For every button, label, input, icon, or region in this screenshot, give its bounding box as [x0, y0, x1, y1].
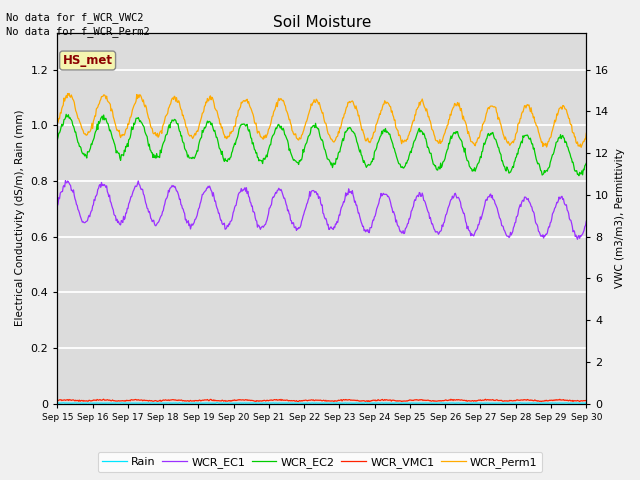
Rain [63, 400, 71, 406]
WCR_EC2 [200, 127, 207, 133]
WCR_EC1 [582, 218, 590, 224]
Rain [403, 400, 411, 406]
WCR_VMC1 [54, 397, 61, 403]
WCR_EC2 [118, 152, 126, 157]
WCR_Perm1 [387, 104, 394, 109]
Text: No data for f_WCR_Perm2: No data for f_WCR_Perm2 [6, 26, 150, 37]
WCR_EC1 [118, 218, 126, 224]
Rain [200, 400, 207, 406]
WCR_VMC1 [252, 399, 260, 405]
WCR_EC2 [64, 114, 72, 120]
Y-axis label: VWC (m3/m3), Permittivity: VWC (m3/m3), Permittivity [615, 148, 625, 288]
WCR_EC2 [387, 135, 394, 141]
Y-axis label: Electrical Conductivity (dS/m), Rain (mm): Electrical Conductivity (dS/m), Rain (mm… [15, 110, 25, 326]
Rain [387, 400, 395, 406]
WCR_Perm1 [65, 91, 73, 96]
Line: WCR_VMC1: WCR_VMC1 [58, 399, 586, 402]
WCR_Perm1 [54, 120, 61, 126]
WCR_EC1 [54, 203, 61, 209]
WCR_Perm1 [118, 133, 126, 139]
WCR_Perm1 [200, 108, 207, 114]
WCR_Perm1 [402, 139, 410, 144]
WCR_EC2 [582, 160, 590, 166]
WCR_VMC1 [200, 397, 207, 403]
Rain [172, 400, 180, 406]
Text: HS_met: HS_met [63, 54, 113, 67]
WCR_EC2 [62, 111, 70, 117]
WCR_VMC1 [172, 397, 180, 403]
WCR_VMC1 [100, 396, 108, 402]
WCR_VMC1 [582, 398, 590, 404]
WCR_Perm1 [172, 98, 180, 104]
WCR_EC1 [573, 237, 581, 242]
Title: Soil Moisture: Soil Moisture [273, 15, 371, 30]
WCR_EC2 [172, 118, 180, 123]
Legend: Rain, WCR_EC1, WCR_EC2, WCR_VMC1, WCR_Perm1: Rain, WCR_EC1, WCR_EC2, WCR_VMC1, WCR_Pe… [98, 452, 542, 472]
WCR_Perm1 [577, 144, 585, 150]
WCR_EC1 [402, 225, 410, 231]
Line: WCR_Perm1: WCR_Perm1 [58, 94, 586, 147]
Rain [54, 400, 61, 406]
WCR_EC1 [61, 178, 69, 183]
WCR_VMC1 [403, 398, 411, 404]
WCR_EC1 [64, 178, 72, 184]
Line: WCR_EC2: WCR_EC2 [58, 114, 586, 176]
WCR_EC1 [172, 186, 180, 192]
WCR_Perm1 [63, 95, 71, 101]
Rain [582, 400, 590, 406]
WCR_VMC1 [63, 397, 71, 403]
WCR_VMC1 [387, 398, 395, 404]
WCR_EC1 [200, 190, 207, 196]
WCR_EC2 [54, 137, 61, 143]
WCR_EC2 [575, 173, 583, 179]
Rain [213, 400, 221, 406]
WCR_EC2 [402, 160, 410, 166]
Rain [118, 400, 126, 406]
Text: No data for f_WCR_VWC2: No data for f_WCR_VWC2 [6, 12, 144, 23]
WCR_VMC1 [118, 398, 126, 404]
Line: WCR_EC1: WCR_EC1 [58, 180, 586, 240]
Rain [111, 400, 119, 406]
WCR_EC1 [387, 200, 394, 205]
WCR_Perm1 [582, 131, 590, 136]
